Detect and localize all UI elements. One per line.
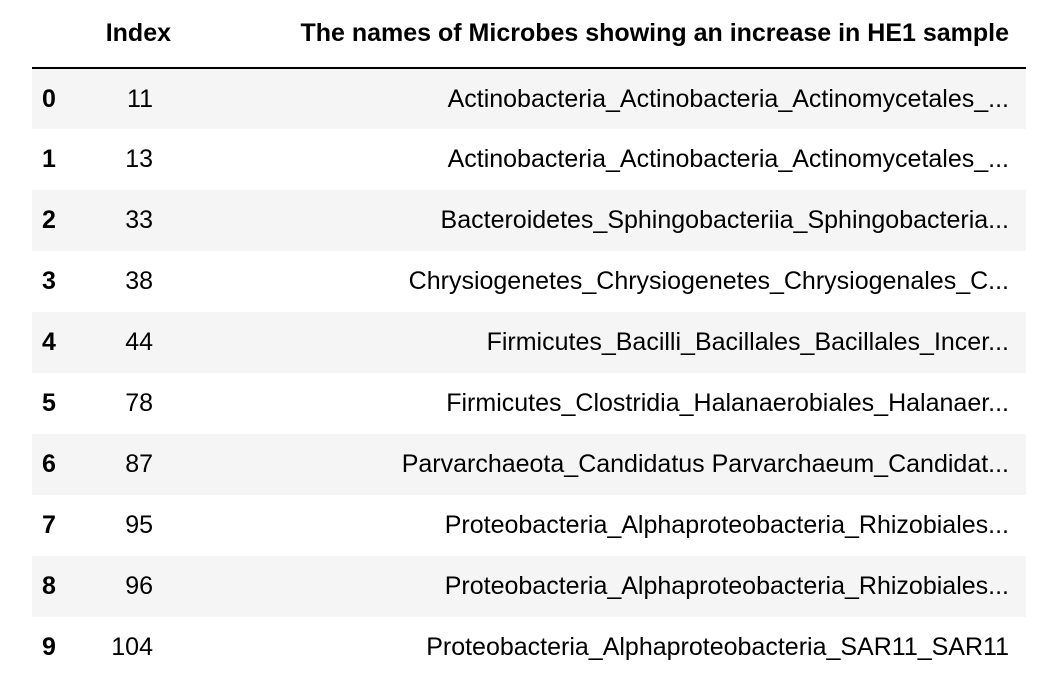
row-label: 2	[42, 206, 56, 234]
microbe-name-cell: Parvarchaeota_Candidatus Parvarchaeum_Ca…	[401, 450, 1009, 478]
row-label: 6	[42, 450, 56, 478]
table-row: 9 104 Proteobacteria_Alphaproteobacteria…	[32, 617, 1026, 678]
index-cell: 95	[125, 511, 153, 539]
row-label: 0	[42, 84, 56, 113]
index-cell: 87	[125, 450, 153, 478]
table-row: 6 87 Parvarchaeota_Candidatus Parvarchae…	[32, 434, 1026, 495]
header-index: Index	[74, 0, 188, 69]
microbe-name-cell: Firmicutes_Clostridia_Halanaerobiales_Ha…	[446, 389, 1009, 417]
index-cell: 78	[125, 389, 153, 417]
microbe-name-cell: Proteobacteria_Alphaproteobacteria_Rhizo…	[444, 572, 1009, 600]
header-microbe-names: The names of Microbes showing an increas…	[188, 0, 1026, 69]
index-cell: 44	[125, 328, 153, 356]
table-row: 0 11 Actinobacteria_Actinobacteria_Actin…	[32, 68, 1026, 129]
table-row: 5 78 Firmicutes_Clostridia_Halanaerobial…	[32, 373, 1026, 434]
microbes-table: Index The names of Microbes showing an i…	[32, 0, 1026, 678]
microbe-name-cell: Chrysiogenetes_Chrysiogenetes_Chrysiogen…	[408, 267, 1009, 295]
row-label: 9	[42, 633, 56, 661]
microbe-name-cell: Firmicutes_Bacilli_Bacillales_Bacillales…	[486, 328, 1009, 356]
table-row: 4 44 Firmicutes_Bacilli_Bacillales_Bacil…	[32, 312, 1026, 373]
microbe-name-cell: Proteobacteria_Alphaproteobacteria_SAR11…	[426, 633, 1009, 661]
table-header: Index The names of Microbes showing an i…	[32, 0, 1026, 69]
header-blank-cell	[32, 0, 74, 69]
row-label: 7	[42, 511, 56, 539]
row-label: 8	[42, 572, 56, 600]
index-cell: 96	[125, 572, 153, 600]
table-body: 0 11 Actinobacteria_Actinobacteria_Actin…	[32, 68, 1026, 678]
table-row: 3 38 Chrysiogenetes_Chrysiogenetes_Chrys…	[32, 251, 1026, 312]
microbe-name-cell: Proteobacteria_Alphaproteobacteria_Rhizo…	[444, 511, 1009, 539]
microbe-name-cell: Actinobacteria_Actinobacteria_Actinomyce…	[447, 145, 1009, 173]
header-row: Index The names of Microbes showing an i…	[32, 0, 1026, 69]
index-cell: 38	[125, 267, 153, 295]
index-cell: 33	[125, 206, 153, 234]
row-label: 4	[42, 328, 56, 356]
index-cell: 11	[127, 84, 153, 113]
table-row: 7 95 Proteobacteria_Alphaproteobacteria_…	[32, 495, 1026, 556]
row-label: 1	[42, 145, 56, 173]
row-label: 3	[42, 267, 56, 295]
row-label: 5	[42, 389, 56, 417]
table-row: 2 33 Bacteroidetes_Sphingobacteriia_Sphi…	[32, 190, 1026, 251]
table-row: 8 96 Proteobacteria_Alphaproteobacteria_…	[32, 556, 1026, 617]
index-cell: 13	[125, 145, 153, 173]
microbe-name-cell: Bacteroidetes_Sphingobacteriia_Sphingoba…	[440, 206, 1009, 234]
microbe-name-cell: Actinobacteria_Actinobacteria_Actinomyce…	[447, 84, 1009, 113]
table-row: 1 13 Actinobacteria_Actinobacteria_Actin…	[32, 129, 1026, 190]
index-cell: 104	[111, 633, 153, 661]
